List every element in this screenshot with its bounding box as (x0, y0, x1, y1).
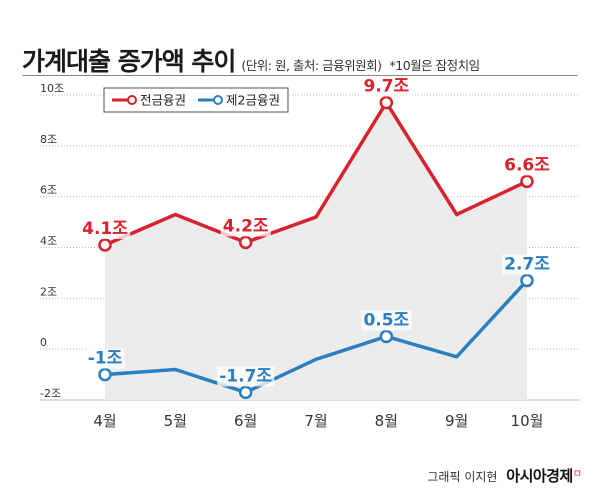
data-point (379, 95, 394, 110)
data-label-bg (502, 155, 553, 176)
brand-logo: 아시아경제 (506, 467, 573, 485)
x-tick-label: 6월 (234, 412, 257, 430)
legend-swatch-marker (127, 95, 137, 105)
title-divider (22, 75, 578, 76)
y-tick-label: 0 (40, 336, 47, 349)
data-point (98, 238, 112, 252)
legend-swatch-marker (213, 95, 224, 105)
data-label: 2.7조 (504, 255, 550, 275)
data-label: -1조 (88, 349, 123, 369)
x-tick-label: 4월 (93, 412, 116, 430)
data-label-bg (85, 348, 125, 369)
area-shade (105, 102, 527, 400)
series-line (104, 99, 528, 247)
legend-entry: 전금융권 (140, 93, 186, 108)
x-tick-label: 10월 (511, 412, 544, 430)
credit-line: 그래픽 이지현 아시아경제ㅁ (427, 465, 582, 486)
y-tick-label: 4조 (40, 235, 57, 248)
series-line (104, 279, 529, 395)
data-point (238, 385, 253, 400)
x-tick-label: 9월 (445, 412, 468, 430)
data-point (379, 329, 394, 344)
y-tick-label: 8조 (40, 133, 57, 146)
x-tick-label: 5월 (164, 412, 187, 430)
chart-subtitle: (단위: 원, 출처: 금융위원회) (241, 58, 382, 73)
data-label: 4.2조 (223, 216, 269, 236)
data-label-bg (220, 216, 271, 237)
y-tick-label: -2조 (40, 387, 61, 400)
data-label-bg (80, 218, 131, 239)
y-tick-label: 2조 (40, 285, 57, 298)
title-row: 가계대출 증가액 추이 (단위: 원, 출처: 금융위원회) *10월은 잠정치… (22, 42, 480, 78)
data-label: -1.7조 (219, 366, 272, 386)
data-label: 9.7조 (363, 77, 409, 97)
data-point (98, 367, 112, 382)
legend-entry: 제2금융권 (226, 93, 280, 108)
x-tick-label: 7월 (304, 412, 327, 430)
data-label-bg (502, 254, 553, 275)
data-label: 4.1조 (82, 219, 128, 239)
x-tick-label: 8월 (375, 412, 398, 430)
data-label-bg (217, 366, 275, 387)
chart-title: 가계대출 증가액 추이 (22, 47, 236, 76)
chart-note: *10월은 잠정치임 (389, 58, 481, 73)
data-label: 6.6조 (504, 155, 550, 175)
credit-byline: 그래픽 이지현 (427, 470, 498, 484)
data-point (520, 174, 534, 189)
data-label-bg (361, 310, 412, 331)
y-tick-label: 10조 (40, 82, 64, 95)
data-label-bg (361, 76, 412, 97)
data-point (520, 273, 534, 288)
y-tick-label: 6조 (40, 184, 57, 197)
brand-mark-icon: ㅁ (572, 469, 582, 480)
data-label: 0.5조 (363, 310, 409, 330)
data-point (238, 235, 253, 250)
